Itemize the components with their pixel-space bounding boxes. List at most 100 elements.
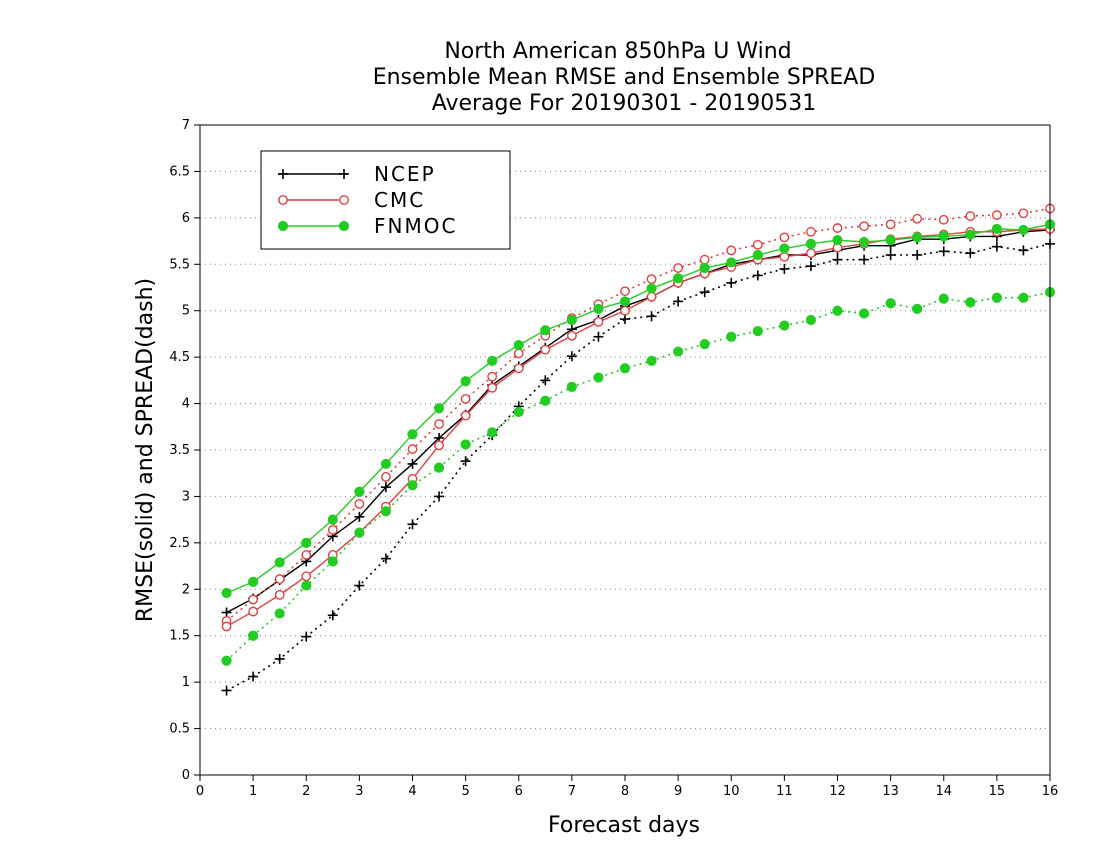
spread-point-ncep — [699, 287, 710, 298]
spread-point-fnmoc — [540, 395, 551, 406]
spread-point-ncep — [407, 519, 418, 530]
spread-point-cmc — [513, 348, 524, 359]
spread-point-cmc — [274, 574, 285, 584]
spread-point-fnmoc — [354, 527, 365, 538]
y-tick-label: 1 — [182, 675, 190, 690]
legend-label-ncep: NCEP — [374, 162, 436, 186]
spread-point-ncep — [274, 653, 285, 664]
rmse-point-fnmoc — [380, 458, 392, 470]
spread-point-cmc — [620, 286, 630, 297]
x-tick-label: 7 — [568, 784, 576, 799]
rmse-point-fnmoc — [513, 339, 524, 351]
rmse-point-cmc — [806, 248, 816, 259]
y-tick-label: 1.5 — [169, 629, 190, 644]
chart-subtitle: Ensemble Mean RMSE and Ensemble SPREAD — [373, 65, 876, 90]
x-tick-label: 3 — [355, 784, 363, 799]
spread-point-fnmoc — [646, 355, 657, 366]
spread-point-ncep — [593, 331, 604, 342]
spread-point-fnmoc — [593, 372, 604, 383]
spread-point-fnmoc — [991, 292, 1002, 303]
x-tick-label: 16 — [1042, 784, 1059, 799]
x-tick-label: 4 — [408, 784, 416, 799]
x-tick-label: 11 — [776, 784, 793, 799]
spread-line-cmc — [226, 207, 1051, 622]
spread-point-ncep — [726, 277, 737, 288]
rmse-point-cmc — [566, 330, 577, 341]
spread-point-cmc — [726, 245, 737, 256]
rmse-line-ncep — [226, 229, 1051, 614]
spread-point-fnmoc — [513, 406, 524, 418]
spread-point-fnmoc — [726, 331, 737, 342]
y-tick-label: 0.5 — [169, 722, 190, 737]
spread-point-fnmoc — [433, 462, 445, 473]
rmse-point-fnmoc — [885, 235, 896, 246]
spread-point-fnmoc — [301, 580, 312, 591]
spread-point-fnmoc — [965, 297, 976, 308]
rmse-point-fnmoc — [912, 232, 923, 243]
rmse-point-cmc — [487, 382, 498, 393]
spread-point-ncep — [859, 254, 870, 265]
rmse-point-fnmoc — [938, 231, 949, 242]
rmse-point-cmc — [620, 305, 630, 316]
spread-point-fnmoc — [673, 346, 684, 357]
legend-label-cmc: CMC — [374, 188, 425, 212]
spread-point-cmc — [832, 223, 843, 233]
spread-point-fnmoc — [566, 381, 577, 392]
spread-point-cmc — [752, 239, 763, 250]
y-tick-label: 7 — [182, 118, 190, 133]
rmse-point-cmc — [540, 344, 551, 355]
spread-line-fnmoc — [226, 291, 1051, 662]
spread-point-ncep — [434, 491, 445, 502]
spread-point-ncep — [354, 580, 365, 591]
spread-point-fnmoc — [805, 314, 817, 326]
spread-point-cmc — [487, 371, 498, 382]
spread-point-cmc — [991, 210, 1002, 220]
y-tick-label: 0 — [182, 768, 190, 783]
spread-point-cmc — [327, 524, 338, 535]
spread-point-fnmoc — [1018, 292, 1029, 303]
rmse-point-cmc — [301, 571, 312, 582]
rmse-line-fnmoc — [226, 223, 1051, 594]
spread-point-cmc — [885, 219, 896, 230]
axes-layer: 00.511.522.533.544.555.566.570 1 2 3 4 5 6 7 8 9 1… — [169, 118, 1058, 799]
x-tick-label: 13 — [882, 784, 899, 799]
spread-point-fnmoc — [460, 439, 471, 450]
x-tick-label: 1 — [249, 784, 257, 799]
x-tick-label: 15 — [989, 784, 1006, 799]
rmse-point-fnmoc — [779, 243, 790, 254]
spread-point-ncep — [248, 671, 259, 682]
rmse-point-fnmoc — [646, 283, 657, 294]
spread-point-cmc — [806, 226, 816, 237]
y-axis-label: RMSE(solid) and SPREAD(dash) — [133, 278, 158, 622]
spread-point-cmc — [965, 211, 976, 221]
spread-point-fnmoc — [380, 506, 392, 517]
spread-point-cmc — [779, 232, 790, 243]
rmse-point-fnmoc — [248, 576, 259, 587]
spread-point-cmc — [460, 394, 471, 404]
rmse-point-fnmoc — [274, 557, 285, 568]
rmse-point-ncep — [407, 458, 418, 469]
spread-point-cmc — [407, 444, 418, 454]
spread-point-cmc — [354, 498, 365, 509]
spread-point-cmc — [434, 419, 444, 429]
y-tick-label: 6 — [182, 211, 190, 226]
spread-point-fnmoc — [407, 480, 418, 491]
y-tick-label: 6.5 — [169, 164, 190, 179]
spread-point-fnmoc — [699, 339, 710, 350]
rmse-point-ncep — [354, 511, 365, 522]
rmse-point-cmc — [593, 316, 604, 327]
x-tick-label: 2 — [302, 784, 310, 799]
x-tick-label: 0 — [196, 784, 204, 799]
x-tick-label: 9 — [674, 784, 682, 799]
spread-point-cmc — [673, 263, 684, 273]
spread-point-ncep — [779, 263, 790, 274]
rmse-point-fnmoc — [221, 587, 232, 599]
spread-point-ncep — [912, 250, 923, 260]
legend-marker-cmc — [278, 195, 288, 205]
chart-period: Average For 20190301 - 20190531 — [432, 91, 817, 116]
spread-point-cmc — [248, 594, 259, 605]
rmse-point-fnmoc — [832, 235, 843, 246]
